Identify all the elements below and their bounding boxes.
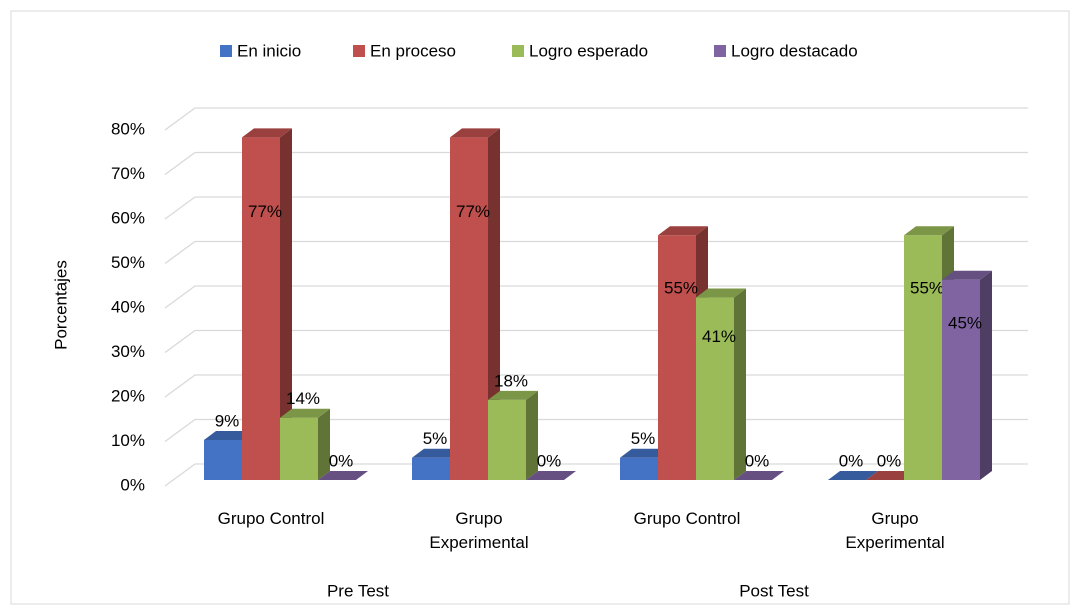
bar (450, 137, 488, 480)
bar-top (866, 471, 916, 480)
data-label: 77% (248, 202, 282, 221)
bar (658, 235, 696, 480)
legend-swatch (512, 45, 524, 57)
bar-top (412, 448, 462, 458)
bar (204, 439, 242, 480)
bar (280, 417, 318, 480)
grid-line (164, 374, 1028, 398)
y-tick-label: 70% (111, 164, 145, 183)
bar-top (242, 128, 292, 138)
bar-top (904, 226, 954, 236)
bar-top (942, 270, 992, 280)
x-tick-label: Grupo Experimental (429, 509, 529, 552)
grid-line (164, 329, 1028, 354)
y-tick-label: 80% (111, 119, 145, 138)
data-label: 0% (877, 451, 902, 470)
bar-top (828, 471, 878, 480)
grid-line (164, 196, 1028, 220)
y-tick-label: 10% (111, 431, 145, 450)
grid-line (164, 285, 1028, 309)
data-label: 77% (456, 202, 490, 221)
data-label: 18% (494, 371, 528, 390)
grid-line (164, 107, 1028, 131)
data-label: 55% (664, 279, 698, 298)
grid-line (164, 240, 1028, 265)
group-label: Pre Test (327, 581, 389, 600)
bar (696, 297, 734, 480)
y-tick-label: 50% (111, 253, 145, 272)
legend-label: Logro esperado (529, 41, 648, 60)
data-label: 55% (910, 279, 944, 298)
bar-top (734, 471, 784, 480)
y-tick-label: 0% (120, 475, 145, 494)
bar-top (658, 226, 708, 236)
data-label: 14% (286, 389, 320, 408)
group-label: Post Test (739, 581, 809, 600)
data-label: 0% (839, 451, 864, 470)
bar-side (734, 288, 746, 480)
bar (620, 457, 658, 480)
bar (942, 279, 980, 480)
data-label: 5% (631, 429, 656, 448)
grid-line (164, 151, 1028, 176)
x-tick-label: Grupo Control (633, 509, 741, 528)
data-label: 5% (423, 429, 448, 448)
bar-side (488, 128, 500, 480)
grid-line (164, 418, 1028, 443)
bar-top (204, 430, 254, 440)
legend-swatch (714, 45, 726, 57)
data-label: 9% (215, 411, 240, 430)
bar-side (526, 390, 538, 480)
grid-line (164, 463, 1028, 487)
y-axis-title: Porcentajes (51, 260, 70, 350)
y-tick-label: 20% (111, 386, 145, 405)
bar-side (280, 128, 292, 480)
bar-top (488, 390, 538, 400)
y-tick-label: 60% (111, 208, 145, 227)
chart-border (10, 10, 1070, 605)
x-tick-label: Grupo Experimental (845, 509, 945, 552)
legend-label: En proceso (370, 41, 456, 60)
legend-swatch (220, 45, 232, 57)
data-label: 45% (948, 313, 982, 332)
bar-top (696, 288, 746, 298)
bar-top (450, 128, 500, 138)
bar-top (318, 471, 368, 480)
data-label: 0% (745, 451, 770, 470)
bar (488, 399, 526, 480)
bar-top (620, 448, 670, 458)
bar-top (280, 408, 330, 418)
data-label: 41% (702, 327, 736, 346)
legend-label: En inicio (237, 41, 301, 60)
data-label: 0% (329, 451, 354, 470)
data-label: 0% (537, 451, 562, 470)
y-tick-label: 30% (111, 342, 145, 361)
y-tick-label: 40% (111, 297, 145, 316)
bar-side (980, 270, 992, 480)
bar (904, 235, 942, 480)
legend-label: Logro destacado (731, 41, 858, 60)
x-tick-label: Grupo Control (217, 509, 325, 528)
bar-side (318, 408, 330, 480)
bar-top (526, 471, 576, 480)
bar (242, 137, 280, 480)
legend-swatch (353, 45, 365, 57)
bar (412, 457, 450, 480)
